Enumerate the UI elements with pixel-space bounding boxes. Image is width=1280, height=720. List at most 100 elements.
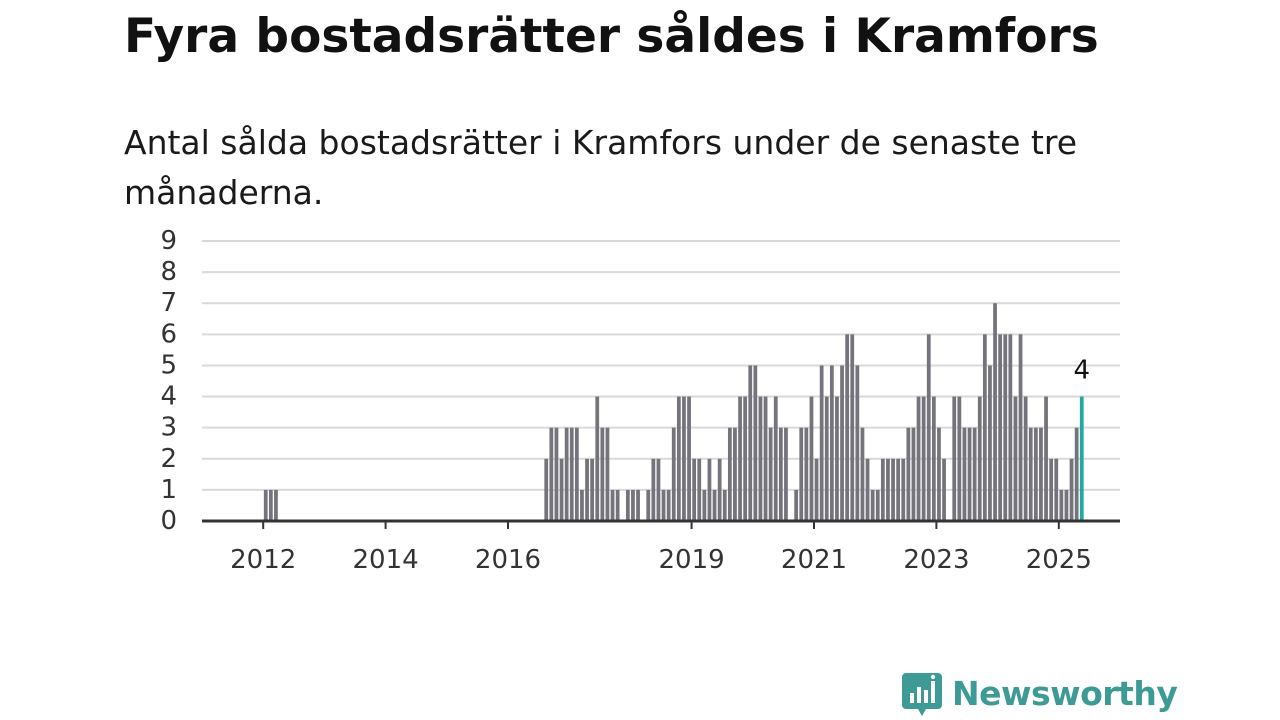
bar <box>896 458 901 521</box>
bar <box>580 489 584 521</box>
bar <box>814 458 819 521</box>
chart-title: Fyra bostadsrätter såldes i Kramfors <box>124 9 1099 64</box>
bar <box>651 458 656 521</box>
bar <box>988 365 992 521</box>
bar <box>564 427 569 521</box>
bar <box>625 489 630 521</box>
bar <box>585 458 589 521</box>
bar <box>569 427 574 521</box>
bar <box>646 489 651 521</box>
bar <box>748 365 753 521</box>
x-tick-label: 2021 <box>781 545 847 575</box>
bar <box>916 396 921 521</box>
bar <box>605 427 610 521</box>
y-tick-label: 7 <box>160 288 177 318</box>
bar <box>835 396 839 521</box>
data-labels: 4 <box>1073 356 1090 386</box>
x-tick-label: 2016 <box>475 545 541 575</box>
bar <box>875 489 880 521</box>
bar <box>682 396 686 521</box>
bar <box>1054 458 1059 521</box>
bar <box>702 489 707 521</box>
bar <box>1069 458 1074 521</box>
y-tick-label: 8 <box>160 257 177 287</box>
bar <box>773 396 778 521</box>
bar <box>1033 427 1038 521</box>
bar <box>671 427 676 521</box>
bar <box>268 489 273 521</box>
bar <box>600 427 605 521</box>
bars <box>263 303 1084 521</box>
bar <box>886 458 890 521</box>
bar <box>1008 334 1013 521</box>
chart-subtitle: Antal sålda bostadsrätter i Kramfors und… <box>124 123 1078 212</box>
bar <box>768 427 773 521</box>
x-tick-label: 2019 <box>659 545 725 575</box>
bar <box>870 489 875 521</box>
bar <box>901 458 906 521</box>
bar <box>937 427 941 521</box>
y-tick-label: 3 <box>160 413 177 443</box>
bar <box>676 396 681 521</box>
bar <box>631 489 635 521</box>
bar <box>845 334 850 521</box>
bar <box>666 489 671 521</box>
bar <box>926 334 931 521</box>
bar <box>906 427 911 521</box>
bar <box>1074 427 1079 521</box>
bar <box>610 489 615 521</box>
bar <box>967 427 972 521</box>
bar <box>1044 396 1048 521</box>
bar <box>1049 458 1054 521</box>
bar <box>712 489 717 521</box>
bar <box>687 396 691 521</box>
bar <box>1013 396 1018 521</box>
bar <box>661 489 666 521</box>
bar <box>574 427 579 521</box>
bar <box>794 489 799 521</box>
x-tick-label: 2025 <box>1026 545 1092 575</box>
y-tick-label: 1 <box>160 475 177 505</box>
bar <box>554 427 559 521</box>
bar <box>1028 427 1033 521</box>
bar <box>865 458 870 521</box>
y-tick-label: 4 <box>160 382 177 412</box>
bar <box>549 427 554 521</box>
bar <box>1018 334 1023 521</box>
bar <box>957 396 962 521</box>
bar <box>860 427 865 521</box>
bar <box>784 427 788 521</box>
bar <box>763 396 768 521</box>
bar <box>850 334 855 521</box>
bar <box>753 365 758 521</box>
bar <box>942 458 946 521</box>
brand-name: Newsworthy <box>952 673 1178 713</box>
bar <box>998 334 1003 521</box>
bar <box>840 365 844 521</box>
bar <box>911 427 916 521</box>
bar <box>799 427 804 521</box>
bar <box>274 489 278 521</box>
bar-highlighted <box>1079 396 1084 521</box>
bar <box>819 365 824 521</box>
bar <box>1003 334 1008 521</box>
bar <box>982 334 987 521</box>
bar <box>977 396 982 521</box>
bar <box>952 396 957 521</box>
bar <box>1059 489 1064 521</box>
bar <box>722 489 727 521</box>
bar <box>656 458 661 521</box>
bar <box>733 427 737 521</box>
bar <box>758 396 763 521</box>
bar <box>1039 427 1043 521</box>
x-tick-label: 2012 <box>230 545 296 575</box>
y-tick-label: 9 <box>160 226 177 256</box>
x-tick-label: 2014 <box>353 545 419 575</box>
data-label: 4 <box>1073 356 1090 386</box>
y-tick-label: 6 <box>160 319 177 349</box>
bar <box>880 458 885 521</box>
bar <box>778 427 783 521</box>
bar <box>692 458 697 521</box>
